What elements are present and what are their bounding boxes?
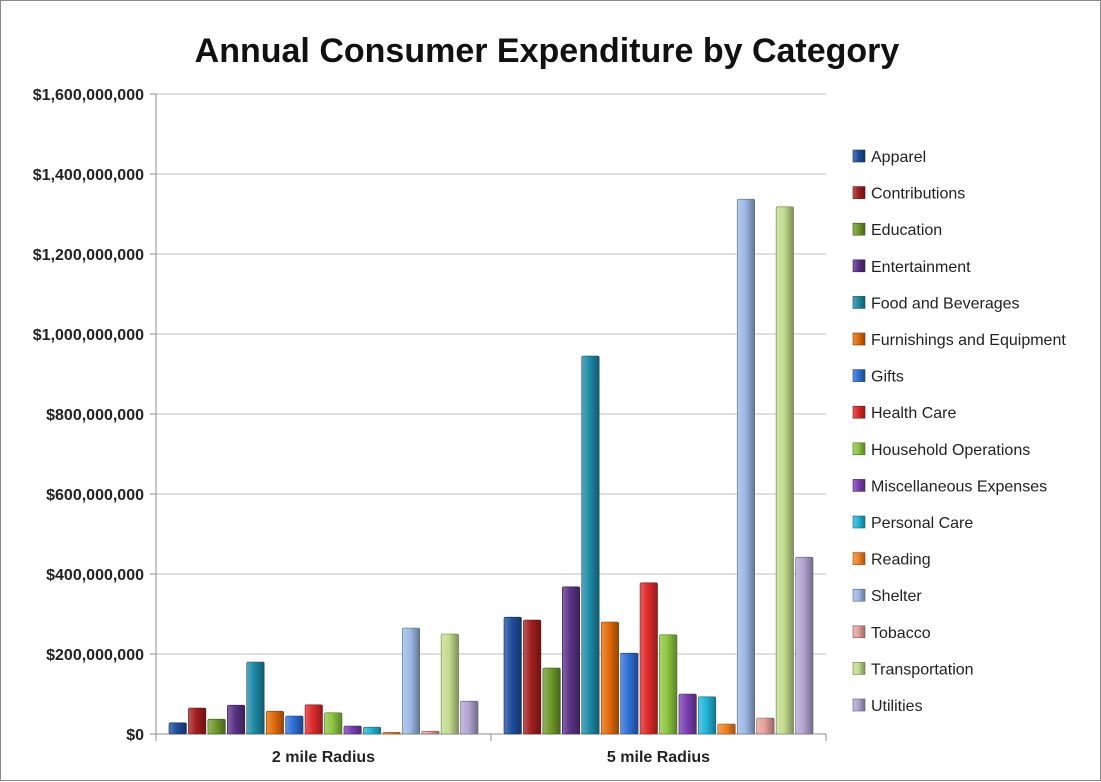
legend-swatch-tobacco [852, 625, 866, 639]
bar-tobacco-5-mile-radius [756, 717, 775, 735]
bar-health-care-5-mile-radius [639, 582, 658, 735]
legend-label-apparel: Apparel [871, 149, 926, 166]
legend-label-reading: Reading [871, 552, 931, 569]
x-category-label: 5 mile Radius [607, 749, 710, 766]
bar-contributions-2-mile-radius [188, 707, 207, 735]
bar-reading-2-mile-radius [382, 732, 401, 735]
bar-entertainment-5-mile-radius [562, 586, 581, 735]
legend-label-transportation: Transportation [871, 661, 974, 678]
legend-swatch-miscellaneous-expenses [852, 479, 866, 492]
bar-transportation-2-mile-radius [440, 633, 459, 735]
bar-utilities-5-mile-radius [795, 556, 814, 735]
legend-swatch-health-care [852, 405, 866, 419]
bar-gifts-2-mile-radius [285, 715, 304, 735]
legend-swatch-personal-care [852, 515, 866, 529]
legend-label-tobacco: Tobacco [871, 625, 931, 642]
y-tick-label: $400,000,000 [46, 567, 144, 584]
bar-personal-care-5-mile-radius [698, 696, 717, 735]
legend-label-contributions: Contributions [871, 186, 965, 203]
bar-furnishings-and-equipment-5-mile-radius [600, 621, 619, 735]
legend-swatch-education [852, 222, 866, 236]
y-tick-label: $1,000,000,000 [33, 327, 144, 344]
bar-health-care-2-mile-radius [304, 704, 323, 735]
legend-label-furnishings-and-equipment: Furnishings and Equipment [871, 332, 1066, 349]
legend-swatch-contributions [852, 186, 866, 199]
y-tick-label: $200,000,000 [46, 647, 144, 664]
y-tick-label: $1,200,000,000 [33, 247, 144, 264]
legend-swatch-gifts [852, 369, 866, 382]
y-tick-label: $800,000,000 [46, 407, 144, 424]
bars [168, 198, 814, 735]
legend-label-entertainment: Entertainment [871, 259, 971, 276]
legend-swatch-furnishings-and-equipment [852, 332, 866, 346]
bar-food-and-beverages-2-mile-radius [246, 661, 265, 735]
legend-label-shelter: Shelter [871, 588, 922, 605]
bar-food-and-beverages-5-mile-radius [581, 355, 600, 735]
legend-label-food-and-beverages: Food and Beverages [871, 295, 1020, 312]
y-tick-label: $0 [126, 727, 144, 744]
legend-label-gifts: Gifts [871, 369, 904, 386]
bar-utilities-2-mile-radius [460, 700, 479, 735]
bar-tobacco-2-mile-radius [421, 730, 440, 735]
legend-swatch-shelter [852, 588, 866, 602]
legend-label-miscellaneous-expenses: Miscellaneous Expenses [871, 478, 1047, 495]
bar-contributions-5-mile-radius [523, 619, 542, 735]
bar-education-5-mile-radius [542, 667, 561, 735]
bar-miscellaneous-expenses-2-mile-radius [343, 725, 362, 735]
bar-education-2-mile-radius [207, 718, 226, 735]
legend-label-education: Education [871, 222, 942, 239]
bar-household-operations-5-mile-radius [659, 634, 678, 735]
legend-label-household-operations: Household Operations [871, 442, 1030, 459]
legend: Apparel Contributions Education Entertainme… [852, 149, 1066, 715]
bar-gifts-5-mile-radius [620, 652, 639, 735]
legend-swatch-transportation [852, 662, 866, 675]
bar-shelter-5-mile-radius [736, 198, 755, 735]
y-tick-label: $600,000,000 [46, 487, 144, 504]
legend-label-personal-care: Personal Care [871, 515, 973, 532]
legend-swatch-utilities [852, 698, 866, 712]
grid-layer [150, 93, 827, 741]
bar-furnishings-and-equipment-2-mile-radius [265, 710, 284, 735]
bar-household-operations-2-mile-radius [324, 712, 343, 735]
bar-reading-5-mile-radius [717, 723, 736, 735]
y-axis-ticks: $0 $200,000,000 $400,000,000 $600,000,000 $8… [33, 87, 144, 744]
bar-transportation-5-mile-radius [775, 206, 794, 735]
legend-swatch-food-and-beverages [852, 296, 866, 309]
legend-label-utilities: Utilities [871, 698, 923, 715]
x-axis-categories: 2 mile Radius 5 mile Radius [272, 749, 710, 766]
legend-swatch-entertainment [852, 259, 866, 273]
bar-miscellaneous-expenses-5-mile-radius [678, 693, 697, 735]
y-tick-label: $1,400,000,000 [33, 167, 144, 184]
bar-apparel-5-mile-radius [503, 616, 522, 735]
chart-title: Annual Consumer Expenditure by Category [195, 32, 900, 70]
legend-swatch-household-operations [852, 442, 866, 456]
bar-apparel-2-mile-radius [168, 722, 187, 735]
y-tick-label: $1,600,000,000 [33, 87, 144, 104]
bar-shelter-2-mile-radius [401, 627, 420, 735]
legend-label-health-care: Health Care [871, 405, 956, 422]
legend-swatch-reading [852, 552, 866, 565]
x-category-label: 2 mile Radius [272, 749, 375, 766]
bar-personal-care-2-mile-radius [363, 726, 382, 735]
legend-swatch-apparel [852, 149, 866, 163]
bar-entertainment-2-mile-radius [227, 704, 246, 735]
